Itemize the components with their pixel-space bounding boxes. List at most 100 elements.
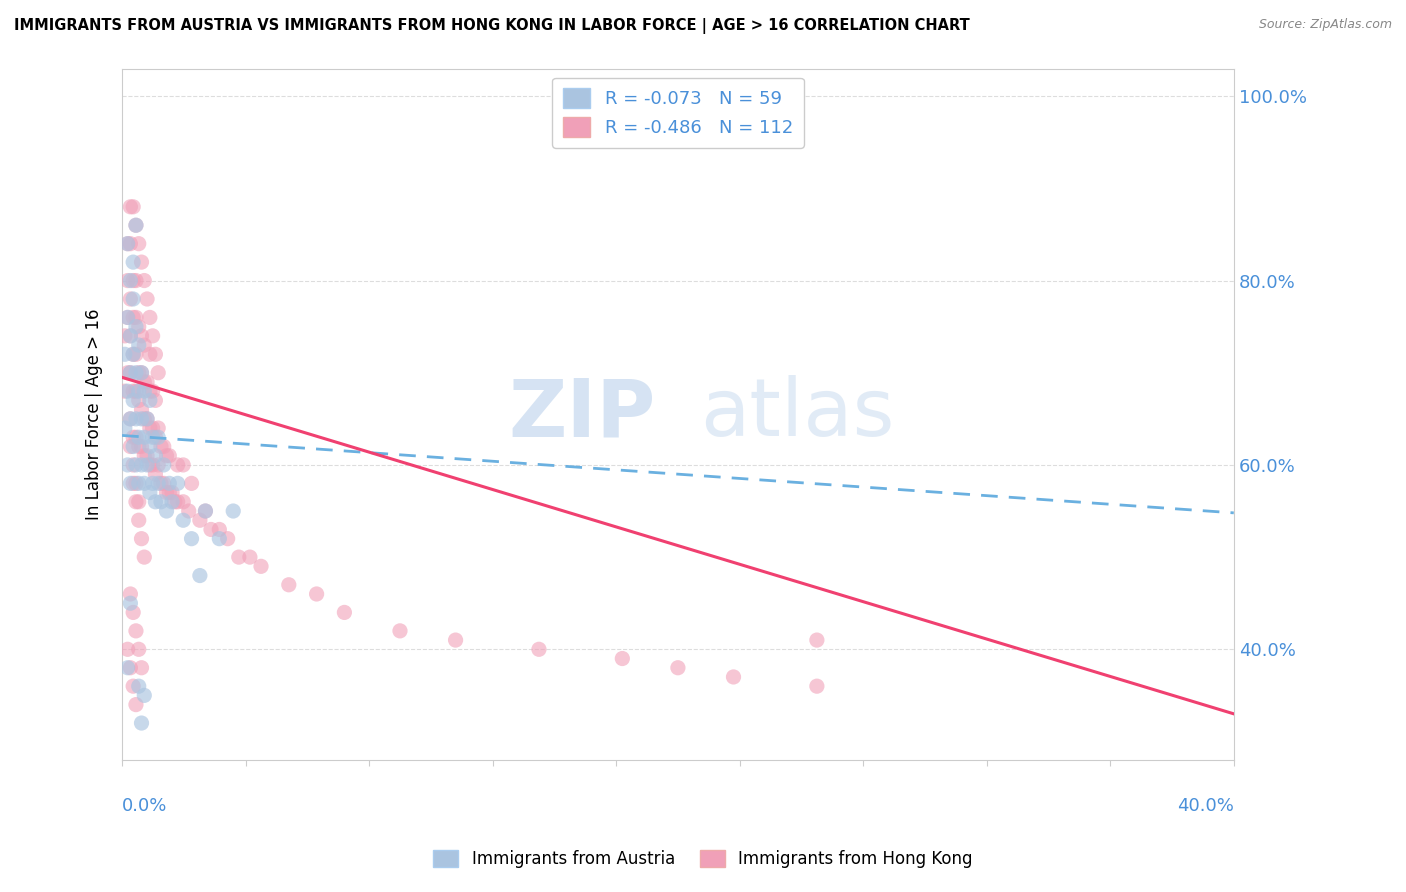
Point xyxy=(122,440,145,454)
Point xyxy=(125,458,148,472)
Point xyxy=(128,642,150,657)
Point xyxy=(120,440,142,454)
Point xyxy=(122,347,145,361)
Point xyxy=(128,384,150,399)
Point xyxy=(388,624,411,638)
Point xyxy=(122,255,145,269)
Point xyxy=(217,532,239,546)
Point xyxy=(180,476,202,491)
Point xyxy=(131,255,153,269)
Point xyxy=(239,550,262,565)
Point xyxy=(142,421,165,435)
Point xyxy=(152,440,174,454)
Point xyxy=(125,384,148,399)
Point xyxy=(134,449,156,463)
Point xyxy=(128,338,150,352)
Point xyxy=(157,449,180,463)
Point xyxy=(145,467,167,482)
Point xyxy=(131,366,153,380)
Point xyxy=(125,430,148,444)
Point xyxy=(177,504,200,518)
Point xyxy=(136,412,159,426)
Point xyxy=(131,412,153,426)
Point xyxy=(806,633,828,648)
Point xyxy=(139,384,162,399)
Point xyxy=(122,458,145,472)
Point xyxy=(612,651,634,665)
Point xyxy=(180,532,202,546)
Point xyxy=(125,412,148,426)
Point xyxy=(122,393,145,408)
Point xyxy=(134,384,156,399)
Point xyxy=(122,476,145,491)
Point xyxy=(139,310,162,325)
Point xyxy=(160,485,183,500)
Point xyxy=(136,375,159,389)
Point xyxy=(194,504,217,518)
Point xyxy=(172,513,194,527)
Point xyxy=(666,661,689,675)
Point xyxy=(120,587,142,601)
Point xyxy=(122,430,145,444)
Point xyxy=(228,550,250,565)
Point xyxy=(333,606,356,620)
Point xyxy=(114,347,136,361)
Point xyxy=(157,476,180,491)
Point xyxy=(117,236,139,251)
Point xyxy=(149,440,172,454)
Point xyxy=(120,366,142,380)
Text: 40.0%: 40.0% xyxy=(1177,797,1234,814)
Point xyxy=(120,366,142,380)
Point xyxy=(120,292,142,306)
Point xyxy=(806,679,828,693)
Point xyxy=(120,329,142,343)
Point xyxy=(117,458,139,472)
Point xyxy=(122,310,145,325)
Point xyxy=(122,347,145,361)
Point xyxy=(128,319,150,334)
Point xyxy=(134,412,156,426)
Point xyxy=(125,219,148,233)
Point xyxy=(131,329,153,343)
Point xyxy=(114,329,136,343)
Point xyxy=(125,310,148,325)
Point xyxy=(114,384,136,399)
Point xyxy=(172,495,194,509)
Point xyxy=(120,476,142,491)
Point xyxy=(152,458,174,472)
Point xyxy=(120,329,142,343)
Point xyxy=(125,698,148,712)
Point xyxy=(125,624,148,638)
Point xyxy=(134,430,156,444)
Point xyxy=(149,495,172,509)
Point xyxy=(145,430,167,444)
Point xyxy=(120,412,142,426)
Text: ZIP: ZIP xyxy=(509,376,655,453)
Point xyxy=(131,661,153,675)
Text: 0.0%: 0.0% xyxy=(122,797,167,814)
Point xyxy=(166,458,188,472)
Point xyxy=(114,421,136,435)
Point xyxy=(122,606,145,620)
Point xyxy=(188,513,211,527)
Point xyxy=(723,670,745,684)
Point xyxy=(208,523,231,537)
Point xyxy=(122,200,145,214)
Point xyxy=(139,440,162,454)
Point xyxy=(120,274,142,288)
Point xyxy=(134,689,156,703)
Point xyxy=(117,366,139,380)
Point xyxy=(128,679,150,693)
Point xyxy=(134,338,156,352)
Point xyxy=(250,559,273,574)
Point xyxy=(128,366,150,380)
Point xyxy=(145,347,167,361)
Point xyxy=(444,633,467,648)
Point xyxy=(125,347,148,361)
Point xyxy=(117,236,139,251)
Point xyxy=(120,236,142,251)
Text: IMMIGRANTS FROM AUSTRIA VS IMMIGRANTS FROM HONG KONG IN LABOR FORCE | AGE > 16 C: IMMIGRANTS FROM AUSTRIA VS IMMIGRANTS FR… xyxy=(14,18,970,34)
Point xyxy=(166,476,188,491)
Point xyxy=(128,430,150,444)
Point xyxy=(152,476,174,491)
